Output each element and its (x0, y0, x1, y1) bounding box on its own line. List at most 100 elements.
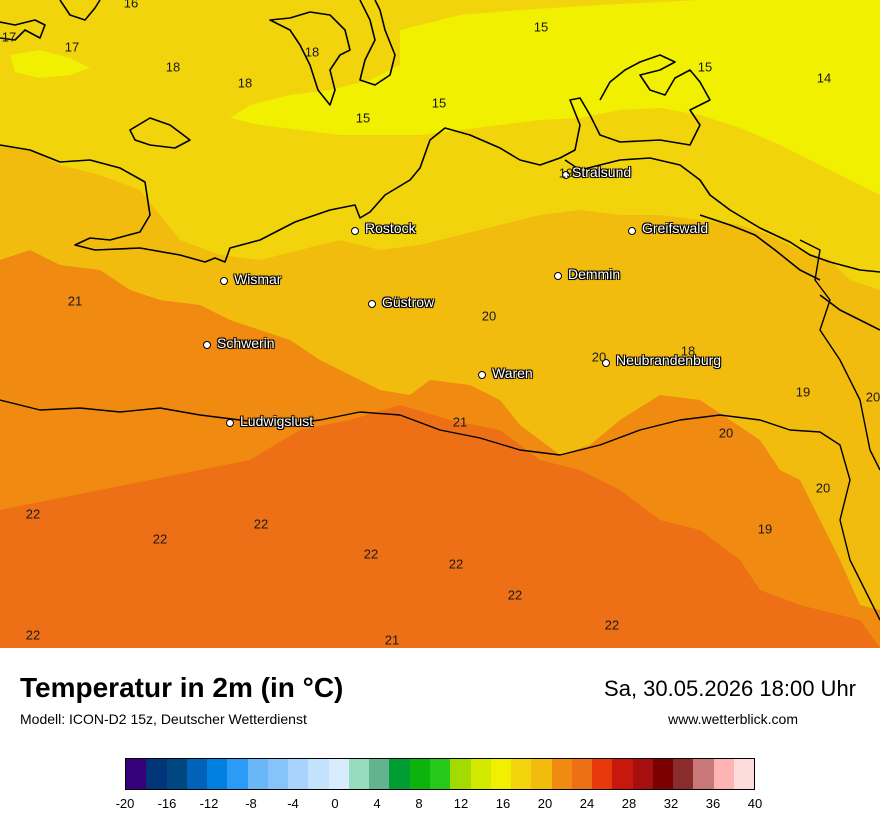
website-link[interactable]: www.wetterblick.com (668, 711, 798, 727)
city-marker-rostock (351, 227, 359, 235)
legend-tick-label: 24 (579, 796, 595, 811)
temperature-label: 18 (304, 44, 320, 60)
legend-swatch (166, 759, 187, 789)
city-marker-stralsund (562, 171, 570, 179)
city-label-ludwigslust: Ludwigslust (240, 413, 314, 429)
legend-swatch (551, 759, 572, 789)
legend-swatch (328, 759, 349, 789)
legend-swatch (146, 759, 167, 789)
temperature-label: 22 (25, 506, 41, 522)
temperature-label: 22 (604, 617, 620, 633)
temperature-label: 19 (558, 165, 574, 181)
forecast-datetime: Sa, 30.05.2026 18:00 Uhr (604, 676, 856, 701)
temperature-label: 20 (481, 308, 497, 324)
danish-islands (0, 0, 396, 149)
city-marker-guestrow (368, 300, 376, 308)
legend-tick-label: -20 (115, 796, 135, 811)
legend-swatch (267, 759, 289, 789)
legend-tick-label: -8 (245, 796, 257, 811)
legend-swatch (673, 759, 694, 789)
city-label-demmin: Demmin (568, 266, 621, 282)
legend-tick-label: 36 (705, 796, 721, 811)
legend-swatch (733, 759, 755, 789)
legend-tick-label: -4 (287, 796, 299, 811)
legend-swatch (632, 759, 653, 789)
temperature-label: 15 (697, 59, 713, 75)
legend-swatch (571, 759, 593, 789)
city-marker-wismar (220, 277, 228, 285)
legend-swatch (693, 759, 714, 789)
zone-14-16-west (10, 50, 90, 78)
zone-14-16 (230, 0, 880, 195)
city-label-rostock: Rostock (365, 220, 416, 236)
legend-tick-label: -12 (199, 796, 219, 811)
temperature-map (0, 0, 880, 648)
temperature-label: 17 (64, 39, 80, 55)
city-marker-neubrandenburg (602, 359, 610, 367)
legend-swatch (511, 759, 532, 789)
legend-swatch (531, 759, 552, 789)
temperature-label: 20 (865, 389, 880, 405)
legend-swatch (490, 759, 512, 789)
city-label-greifswald: Greifswald (642, 220, 709, 236)
temperature-label: 22 (363, 546, 379, 562)
city-marker-greifswald (628, 227, 636, 235)
model-source: Modell: ICON-D2 15z, Deutscher Wetterdie… (20, 711, 307, 727)
temperature-label: 18 (680, 343, 696, 359)
temperature-label: 22 (448, 556, 464, 572)
city-marker-waren (478, 371, 486, 379)
zone-22-24-patch-1 (120, 495, 340, 555)
legend-swatch (227, 759, 248, 789)
city-marker-schwerin (203, 341, 211, 349)
legend-swatch (429, 759, 451, 789)
legend-swatch (288, 759, 309, 789)
legend-swatch (409, 759, 430, 789)
city-label-wismar: Wismar (234, 271, 282, 287)
temperature-label: 15 (431, 95, 447, 111)
coastline (0, 54, 880, 331)
river-elbe (0, 239, 880, 621)
temperature-label: 19 (757, 521, 773, 537)
legend-swatch (470, 759, 491, 789)
legend-tick-label: -16 (157, 796, 177, 811)
temperature-label: 17 (1, 29, 17, 45)
legend-swatch (592, 759, 613, 789)
map-canvas (0, 0, 880, 648)
legend-color-bar (125, 758, 755, 790)
legend-swatch (389, 759, 410, 789)
temperature-label: 21 (384, 632, 400, 648)
zone-22-24-patch-2 (260, 590, 440, 648)
temperature-label: 18 (237, 75, 253, 91)
temperature-label: 22 (507, 587, 523, 603)
legend-swatch (369, 759, 390, 789)
legend-swatch (308, 759, 329, 789)
temperature-label: 15 (533, 19, 549, 35)
temperature-label: 22 (25, 627, 41, 643)
temperature-label: 16 (123, 0, 139, 11)
temperature-label: 15 (355, 110, 371, 126)
legend-tick-label: 28 (621, 796, 637, 811)
city-marker-ludwigslust (226, 419, 234, 427)
legend-swatch (450, 759, 471, 789)
city-label-schwerin: Schwerin (217, 335, 275, 351)
temperature-label: 19 (795, 384, 811, 400)
legend-swatch (652, 759, 674, 789)
legend-swatch (186, 759, 208, 789)
city-label-waren: Waren (492, 365, 533, 381)
legend-swatch (713, 759, 734, 789)
color-legend: -20 -16 -12 -8 -4 0 4 8 12 16 20 24 28 32 36 40 (116, 758, 762, 811)
temperature-label: 22 (253, 516, 269, 532)
legend-tick-label: 12 (453, 796, 469, 811)
legend-tick-label: 0 (331, 796, 339, 811)
legend-tick-label: 16 (495, 796, 511, 811)
temperature-label: 14 (816, 70, 832, 86)
map-title: Temperatur in 2m (in °C) (20, 672, 344, 703)
legend-tick-label: 20 (537, 796, 553, 811)
city-label-neubrandenburg: Neubrandenburg (616, 352, 722, 368)
temperature-label: 21 (452, 414, 468, 430)
legend-tick-label: 40 (747, 796, 763, 811)
city-label-stralsund: Stralsund (572, 164, 632, 180)
legend-swatch (247, 759, 268, 789)
legend-swatch (348, 759, 370, 789)
legend-tick-label: 4 (373, 796, 381, 811)
